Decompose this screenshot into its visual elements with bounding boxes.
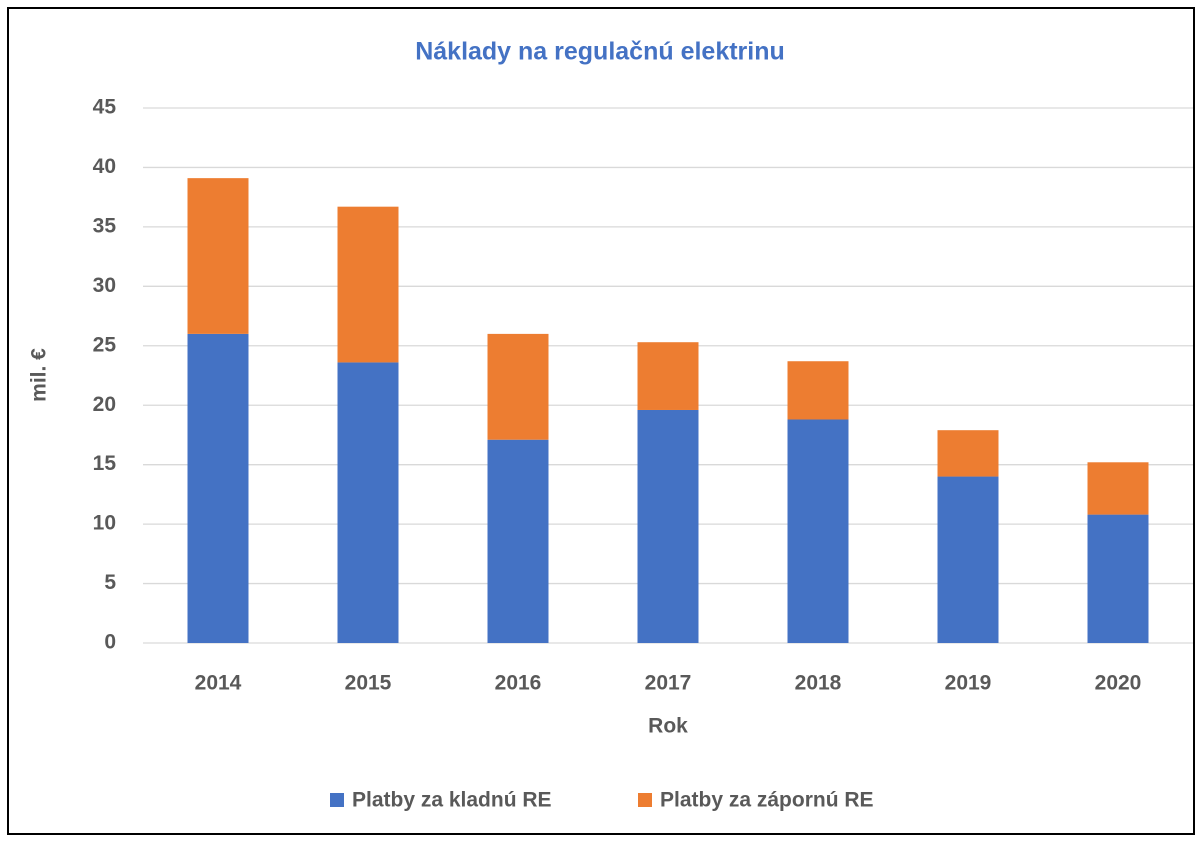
bar-segment: [937, 476, 999, 643]
y-axis-label: mil. €: [28, 348, 51, 402]
bar-segment: [337, 362, 399, 643]
y-tick-label: 5: [104, 571, 116, 594]
bar-segment: [487, 333, 549, 440]
y-tick-label: 20: [93, 393, 116, 416]
bar-segment: [487, 439, 549, 643]
y-tick-label: 45: [93, 96, 117, 119]
y-tick-label: 0: [104, 631, 116, 654]
legend-label: Platby za kladnú RE: [352, 789, 552, 812]
y-tick-label: 35: [93, 214, 117, 237]
y-tick-label: 40: [93, 155, 116, 178]
y-tick-label: 30: [93, 274, 116, 297]
x-axis-label: Rok: [648, 715, 688, 738]
bar-segment: [637, 409, 699, 643]
bar-segment: [787, 361, 849, 420]
bar-segment: [187, 178, 249, 334]
x-tick-label: 2017: [645, 672, 692, 695]
x-tick-label: 2014: [195, 672, 242, 695]
bar-segment: [1087, 462, 1149, 515]
x-tick-label: 2015: [345, 672, 392, 695]
legend-swatch: [638, 793, 652, 807]
legend-label: Platby za zápornú RE: [660, 789, 874, 812]
y-tick-label: 15: [93, 452, 117, 475]
x-tick-label: 2019: [945, 672, 992, 695]
bar-segment: [1087, 514, 1149, 643]
bar-segment: [187, 333, 249, 643]
x-tick-label: 2018: [795, 672, 842, 695]
bar-segment: [637, 342, 699, 410]
bar-segment: [937, 430, 999, 477]
x-tick-label: 2016: [495, 672, 542, 695]
legend-swatch: [330, 793, 344, 807]
y-tick-label: 10: [93, 512, 116, 535]
chart-title: Náklady na regulačnú elektrinu: [415, 38, 785, 66]
x-tick-label: 2020: [1095, 672, 1142, 695]
bar-segment: [337, 206, 399, 363]
y-tick-label: 25: [93, 333, 117, 356]
chart-frame: [7, 7, 1195, 835]
bar-segment: [787, 419, 849, 643]
